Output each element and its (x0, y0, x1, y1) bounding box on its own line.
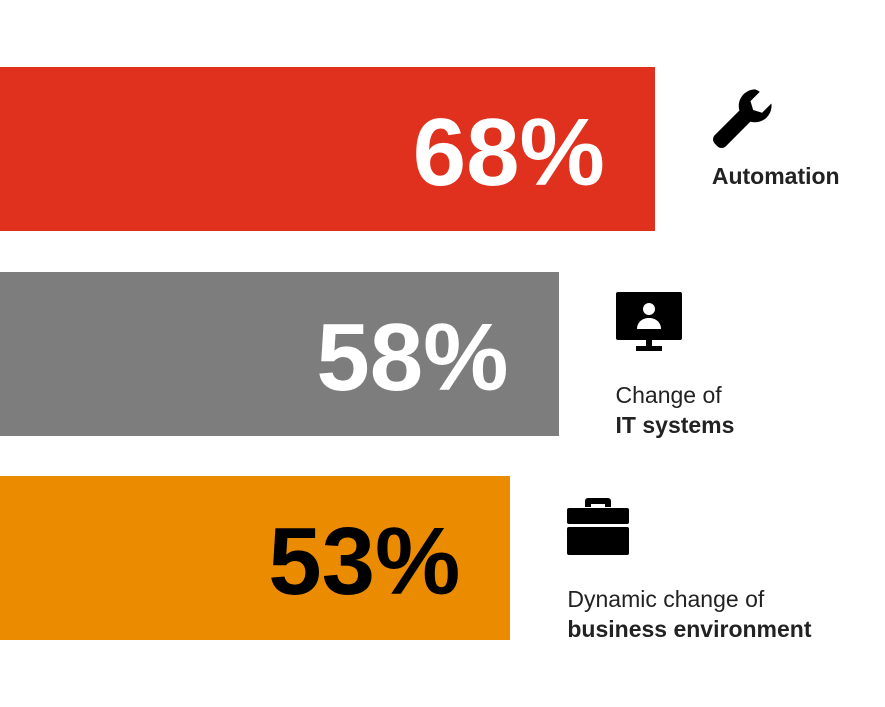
category-label-line: business environment (567, 616, 812, 642)
category-label-line: Change of (615, 382, 722, 408)
category-text: Automation (712, 161, 840, 191)
bar-1 (0, 67, 655, 231)
bar-value-label-2: 58% (316, 304, 509, 411)
category-label-line: IT systems (615, 412, 735, 438)
category-label-3: Dynamic change of business environment (567, 496, 812, 642)
bar-value-label-1: 68% (412, 99, 605, 206)
category-label-line: Automation (711, 163, 840, 189)
category-label-2: Change of IT systems (615, 292, 734, 438)
monitor-user-icon (615, 292, 682, 357)
category-label-line: Dynamic change of (567, 586, 765, 612)
briefcase-icon (567, 496, 630, 561)
wrench-icon (712, 87, 774, 154)
bar-value-label-3: 53% (268, 508, 461, 615)
category-text: Dynamic change of business environment (567, 584, 811, 644)
bar-3 (0, 476, 511, 640)
category-label-1: Automation (712, 87, 840, 189)
category-text: Change of IT systems (616, 380, 735, 440)
bar-2 (0, 272, 559, 436)
